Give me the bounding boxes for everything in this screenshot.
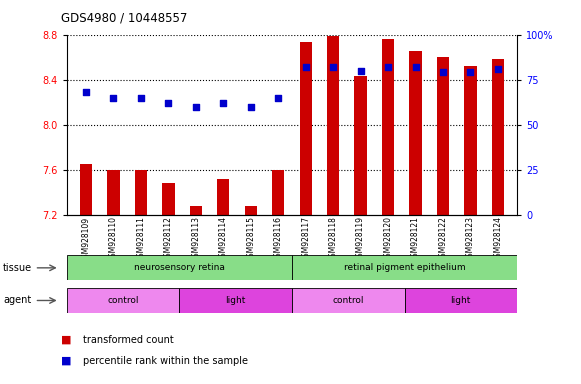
Text: light: light (451, 296, 471, 305)
Point (438, 70, 447, 76)
Bar (245, 206, 257, 215)
Bar (67, 255, 292, 280)
Bar (464, 66, 476, 215)
Bar (410, 51, 422, 215)
Bar (162, 184, 174, 215)
Bar (189, 206, 202, 215)
Point (274, 95, 283, 101)
Point (301, 64, 310, 70)
Text: percentile rank within the sample: percentile rank within the sample (83, 356, 248, 366)
Text: tissue: tissue (3, 263, 32, 273)
Bar (107, 170, 120, 215)
Bar (217, 179, 229, 215)
Text: ■: ■ (61, 356, 71, 366)
Text: neurosensory retina: neurosensory retina (134, 263, 225, 272)
Bar (327, 36, 339, 215)
Point (246, 104, 256, 110)
Bar (180, 288, 292, 313)
Point (137, 95, 146, 101)
Point (109, 95, 118, 101)
Text: control: control (107, 296, 139, 305)
Text: ■: ■ (61, 335, 71, 345)
Bar (354, 76, 367, 215)
Bar (272, 170, 285, 215)
Point (356, 68, 365, 74)
Bar (67, 288, 180, 313)
Text: retinal pigment epithelium: retinal pigment epithelium (344, 263, 465, 272)
Point (411, 64, 420, 70)
Point (164, 100, 173, 106)
Bar (80, 164, 92, 215)
Text: transformed count: transformed count (83, 335, 174, 345)
Point (493, 66, 503, 72)
Bar (437, 57, 449, 215)
Bar (135, 170, 147, 215)
Bar (299, 43, 312, 215)
Bar (382, 39, 394, 215)
Point (466, 70, 475, 76)
Text: agent: agent (3, 295, 31, 306)
Bar (292, 288, 404, 313)
Point (383, 64, 393, 70)
Bar (404, 288, 517, 313)
Point (191, 104, 200, 110)
Text: control: control (332, 296, 364, 305)
Text: GDS4980 / 10448557: GDS4980 / 10448557 (61, 12, 188, 25)
Point (81, 89, 91, 95)
Point (328, 64, 338, 70)
Text: light: light (225, 296, 246, 305)
Point (218, 100, 228, 106)
Bar (292, 255, 517, 280)
Bar (492, 60, 504, 215)
